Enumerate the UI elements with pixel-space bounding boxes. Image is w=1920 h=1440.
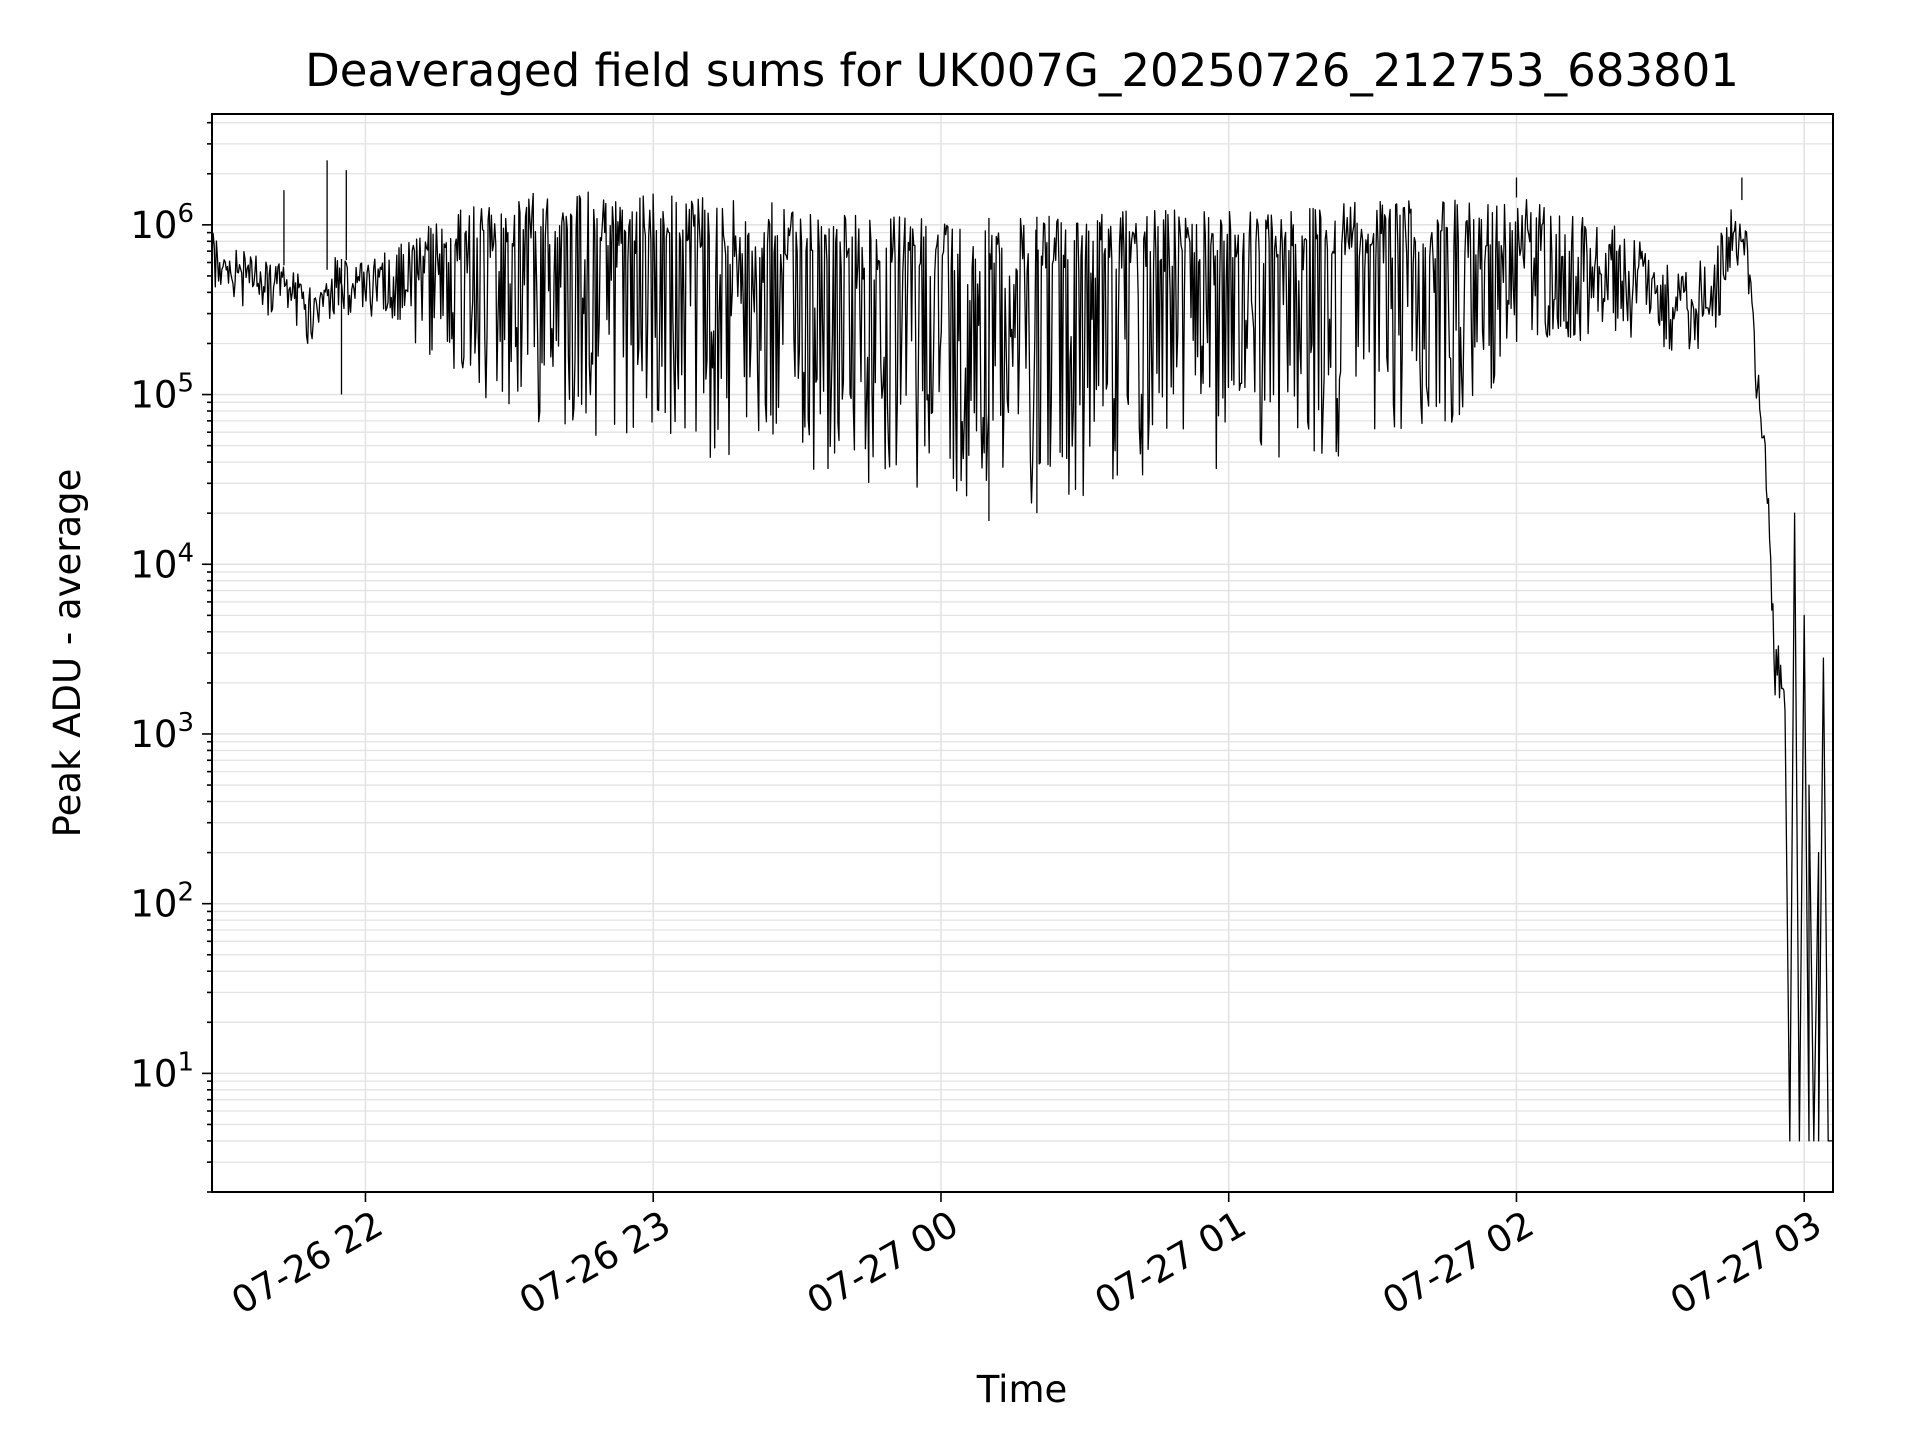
x-axis-label: Time xyxy=(976,1368,1068,1411)
y-tick-base: 10 xyxy=(130,1052,177,1095)
y-tick-base: 10 xyxy=(130,374,177,417)
y-tick-exponent: 4 xyxy=(177,538,194,568)
y-tick-label: 101 xyxy=(130,1047,194,1095)
y-tick-base: 10 xyxy=(130,543,177,586)
chart-title: Deaveraged field sums for UK007G_2025072… xyxy=(305,44,1739,97)
y-tick-label: 104 xyxy=(130,538,194,586)
data-line xyxy=(211,191,1833,1142)
series-layer xyxy=(211,160,1833,1142)
y-tick-label: 106 xyxy=(130,199,194,247)
y-tick-exponent: 3 xyxy=(177,708,194,738)
y-tick-exponent: 5 xyxy=(177,369,194,399)
y-tick-exponent: 2 xyxy=(177,878,194,908)
y-tick-label: 103 xyxy=(130,708,194,756)
y-tick-base: 10 xyxy=(130,204,177,247)
y-tick-base: 10 xyxy=(130,713,177,756)
y-tick-exponent: 6 xyxy=(177,199,194,229)
y-tick-exponent: 1 xyxy=(177,1047,194,1077)
y-axis-label: Peak ADU - average xyxy=(46,469,89,838)
y-tick-base: 10 xyxy=(130,883,177,926)
y-tick-label: 105 xyxy=(130,369,194,417)
y-tick-label: 102 xyxy=(130,878,194,926)
